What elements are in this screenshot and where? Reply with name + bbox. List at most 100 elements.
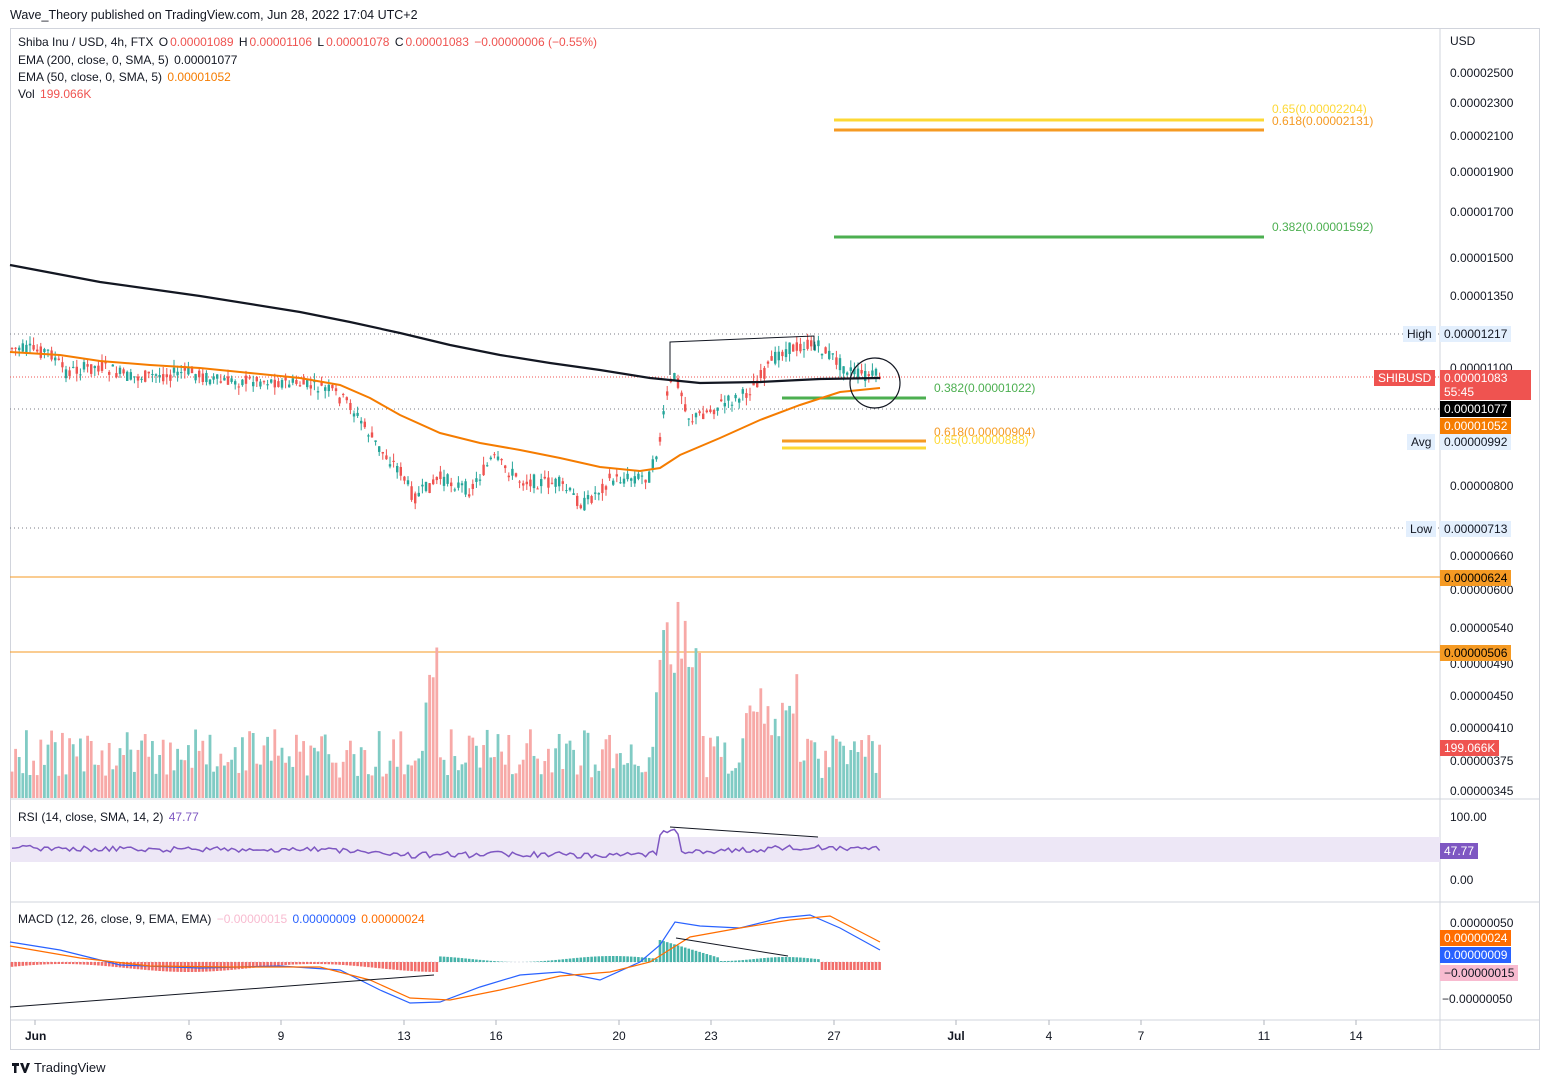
macd-histogram-bar <box>478 959 482 962</box>
candle-body <box>471 483 474 489</box>
candle-body <box>770 356 773 361</box>
time-tick-label: 27 <box>827 1029 841 1043</box>
macd-legend[interactable]: MACD (12, 26, close, 9, EMA, EMA) −0.000… <box>18 912 427 926</box>
volume-bar <box>359 747 363 798</box>
macd-histogram-bar <box>611 956 615 962</box>
time-tick-label: 7 <box>1137 1029 1145 1043</box>
volume-bar <box>809 740 813 798</box>
volume-bar <box>669 664 673 798</box>
ema50-line <box>9 351 881 473</box>
volume-bar <box>644 771 647 798</box>
macd-histogram-bar <box>752 959 755 962</box>
macd-histogram-bar <box>593 956 597 962</box>
macd-histogram-bar <box>223 962 226 971</box>
volume-bar <box>377 731 381 798</box>
macd-histogram-bar <box>449 957 453 962</box>
macd-histogram-bar <box>374 962 377 968</box>
volume-label: Vol <box>18 87 35 101</box>
macd-axis-bottom: −0.00000050 <box>1442 992 1513 1006</box>
macd-histogram-bar <box>305 962 309 965</box>
price-tick-label: 0.00000345 <box>1450 784 1514 798</box>
macd-histogram-bar <box>536 961 539 962</box>
macd-histogram-bar <box>104 962 107 967</box>
candle-body <box>496 456 500 460</box>
volume-bar <box>543 761 547 798</box>
macd-histogram-bar <box>338 962 341 965</box>
volume-bar <box>298 751 302 798</box>
volume-bar <box>795 674 799 798</box>
ema50-legend[interactable]: EMA (50, close, 0, SMA, 5) 0.00001052 <box>18 70 233 84</box>
price-tick-label: 0.00000540 <box>1450 621 1514 635</box>
candle-body <box>284 376 287 381</box>
volume-legend[interactable]: Vol 199.066K <box>18 87 93 101</box>
volume-bar <box>287 756 291 798</box>
candle-body <box>486 465 489 467</box>
time-tick-label: 6 <box>185 1029 193 1043</box>
candle-body <box>122 369 125 374</box>
candle-body <box>428 483 431 493</box>
macd-histogram-bar <box>75 962 79 965</box>
macd-histogram-bar <box>694 950 698 962</box>
candle-body <box>43 349 46 353</box>
footer-brand[interactable]: TradingView <box>12 1060 106 1075</box>
volume-bar <box>611 768 615 798</box>
symbol-title[interactable]: Shiba Inu / USD, 4h, FTX <box>18 35 154 49</box>
volume-bar <box>874 772 878 798</box>
rsi-legend[interactable]: RSI (14, close, SMA, 14, 2) 47.77 <box>18 810 201 824</box>
volume-bar <box>781 702 784 798</box>
macd-histogram-bar <box>676 945 680 962</box>
volume-bar <box>89 740 93 798</box>
candle-body <box>79 374 82 376</box>
macd-histogram-bar <box>442 956 446 962</box>
candle-body <box>453 489 456 491</box>
macd-histogram-bar <box>759 958 763 962</box>
macd-histogram-bar <box>395 962 399 970</box>
ema200-legend[interactable]: EMA (200, close, 0, SMA, 5) 0.00001077 <box>18 53 239 67</box>
volume-bar <box>115 765 118 798</box>
volume-bar <box>100 750 104 798</box>
candle-body <box>93 366 96 369</box>
candle-body <box>514 473 518 477</box>
macd-histogram-bar <box>439 956 442 962</box>
macd-histogram-bar <box>755 958 759 962</box>
macd-histogram-bar <box>658 940 662 962</box>
candle-body <box>176 371 179 376</box>
volume-bar <box>320 736 323 798</box>
volume-bar <box>179 759 183 798</box>
candle-body <box>705 410 708 413</box>
candle-body <box>673 372 676 380</box>
volume-bar <box>590 777 593 798</box>
candle-body <box>273 379 276 388</box>
volume-bar <box>849 750 853 798</box>
volume-bar <box>428 674 431 798</box>
macd-histogram-bar <box>446 956 449 962</box>
candle-body <box>324 387 327 391</box>
volume-bar <box>341 761 345 798</box>
rsi-divergence-line <box>669 826 819 838</box>
volume-bar <box>640 772 644 798</box>
volume-bar <box>212 771 215 798</box>
volume-bar <box>316 751 320 798</box>
candle-body <box>360 420 363 424</box>
macd-histogram-bar <box>100 962 104 966</box>
macd-histogram-bar <box>295 962 298 965</box>
ema200-value: 0.00001077 <box>174 53 238 67</box>
macd-histogram-bar <box>111 962 115 967</box>
candle-body <box>424 481 428 491</box>
macd-histogram-bar <box>413 962 417 972</box>
volume-bar <box>485 729 489 798</box>
macd-histogram-bar <box>802 957 806 962</box>
candle-body <box>111 364 114 367</box>
candle-body <box>187 367 190 375</box>
candle-body <box>543 476 546 479</box>
volume-bar <box>655 692 658 798</box>
candle-body <box>363 421 366 428</box>
price-tick-label: 0.00000660 <box>1450 549 1514 563</box>
macd-histogram-bar <box>86 962 89 965</box>
macd-divergence-line <box>675 937 789 957</box>
divergence-annotation <box>669 335 815 375</box>
volume-bar <box>35 775 39 798</box>
candle-body <box>565 490 568 492</box>
volume-bar <box>435 647 439 798</box>
